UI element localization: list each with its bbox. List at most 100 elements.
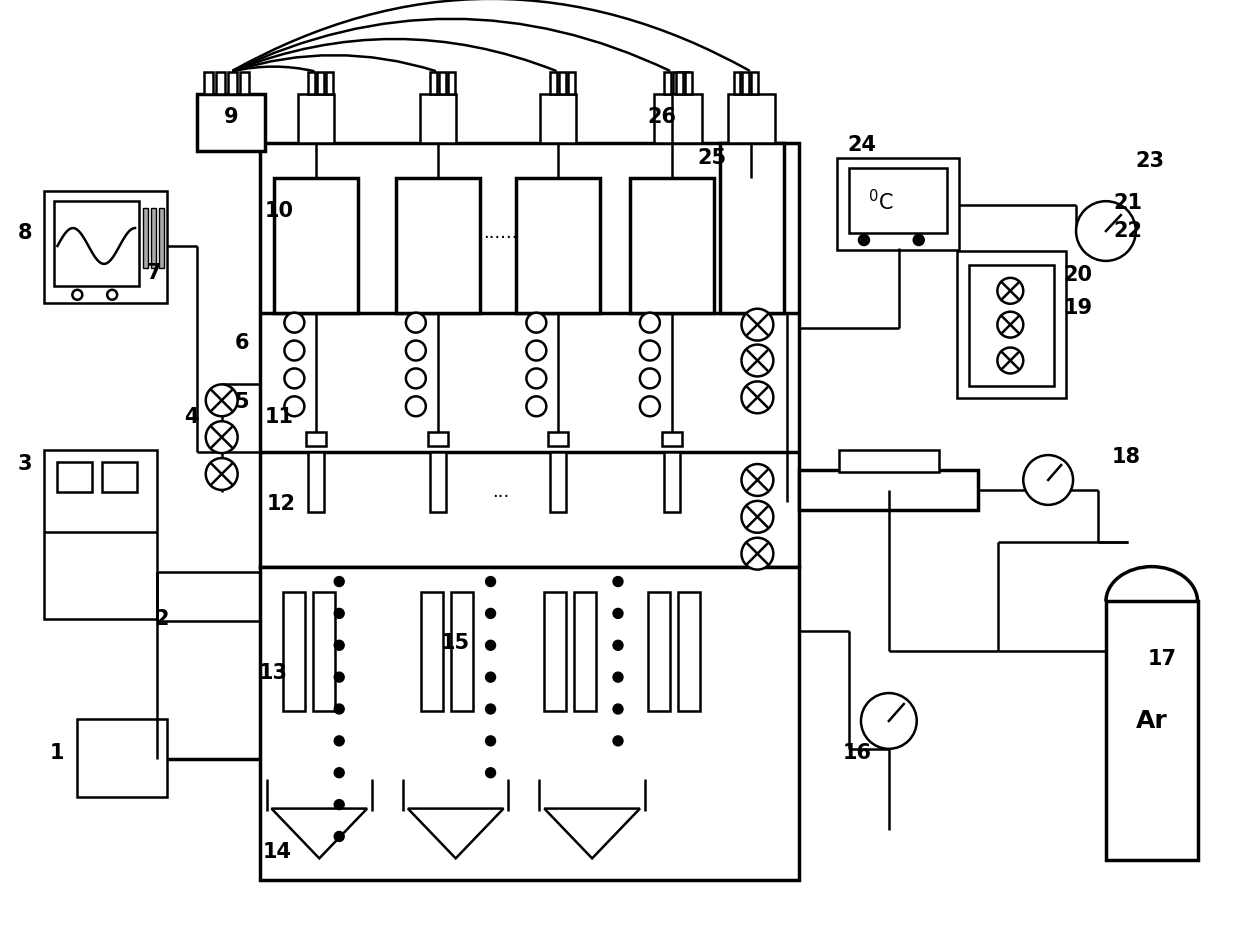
- Text: 19: 19: [1064, 297, 1092, 318]
- Circle shape: [335, 609, 345, 618]
- Text: 26: 26: [647, 107, 676, 126]
- Bar: [1106, 601, 1198, 860]
- Bar: [314, 592, 335, 711]
- Bar: [326, 72, 334, 93]
- Bar: [684, 72, 692, 93]
- Bar: [143, 208, 148, 268]
- Bar: [719, 143, 784, 312]
- Circle shape: [405, 396, 425, 416]
- Circle shape: [335, 704, 345, 714]
- Circle shape: [640, 312, 660, 332]
- Circle shape: [72, 290, 82, 300]
- Circle shape: [284, 312, 304, 332]
- Circle shape: [527, 396, 547, 416]
- Circle shape: [486, 767, 496, 778]
- Text: ......: ......: [484, 224, 518, 242]
- Bar: [653, 93, 689, 143]
- Bar: [676, 72, 683, 93]
- Bar: [663, 72, 671, 93]
- Text: 11: 11: [265, 407, 294, 428]
- Bar: [800, 470, 978, 510]
- Bar: [630, 178, 713, 312]
- Circle shape: [206, 458, 238, 490]
- Bar: [678, 592, 699, 711]
- Bar: [306, 432, 326, 447]
- Circle shape: [405, 341, 425, 361]
- Circle shape: [107, 290, 117, 300]
- Circle shape: [613, 672, 622, 683]
- Bar: [228, 72, 237, 93]
- Circle shape: [613, 704, 622, 714]
- Text: ...: ...: [492, 483, 510, 501]
- Text: 10: 10: [265, 201, 294, 221]
- Circle shape: [527, 368, 547, 388]
- Circle shape: [206, 384, 238, 416]
- Bar: [430, 452, 445, 512]
- Circle shape: [914, 235, 924, 245]
- Circle shape: [613, 577, 622, 586]
- Bar: [45, 192, 167, 303]
- Circle shape: [486, 672, 496, 683]
- Text: 1: 1: [50, 743, 64, 763]
- Circle shape: [335, 672, 345, 683]
- Circle shape: [997, 347, 1023, 374]
- Bar: [259, 566, 800, 880]
- Bar: [956, 251, 1066, 398]
- Circle shape: [335, 736, 345, 746]
- Text: Ar: Ar: [1136, 709, 1168, 733]
- Bar: [420, 93, 456, 143]
- Bar: [239, 72, 248, 93]
- Circle shape: [1076, 201, 1136, 261]
- Circle shape: [486, 577, 496, 586]
- Bar: [77, 719, 167, 797]
- Bar: [197, 93, 264, 151]
- Bar: [968, 265, 1054, 386]
- Bar: [259, 143, 800, 566]
- Bar: [837, 159, 959, 250]
- Bar: [57, 462, 92, 492]
- Circle shape: [613, 640, 622, 650]
- Circle shape: [486, 704, 496, 714]
- Bar: [544, 592, 567, 711]
- Bar: [420, 592, 443, 711]
- Circle shape: [335, 832, 345, 841]
- Bar: [551, 452, 567, 512]
- Circle shape: [335, 640, 345, 650]
- Circle shape: [640, 368, 660, 388]
- Circle shape: [613, 736, 622, 746]
- Circle shape: [335, 800, 345, 810]
- Bar: [317, 72, 325, 93]
- Circle shape: [335, 577, 345, 586]
- Bar: [55, 201, 139, 286]
- Text: 6: 6: [234, 332, 249, 352]
- Text: 20: 20: [1064, 265, 1092, 285]
- Circle shape: [527, 312, 547, 332]
- Circle shape: [997, 312, 1023, 338]
- Bar: [396, 178, 480, 312]
- Circle shape: [742, 464, 774, 496]
- Circle shape: [742, 309, 774, 341]
- Bar: [662, 432, 682, 447]
- Circle shape: [284, 341, 304, 361]
- Circle shape: [486, 736, 496, 746]
- Circle shape: [335, 767, 345, 778]
- Bar: [439, 72, 445, 93]
- Circle shape: [1023, 455, 1073, 505]
- Bar: [448, 72, 455, 93]
- Circle shape: [527, 341, 547, 361]
- Circle shape: [997, 278, 1023, 304]
- Circle shape: [742, 381, 774, 413]
- Text: 24: 24: [847, 135, 877, 156]
- Circle shape: [859, 235, 869, 245]
- Bar: [274, 178, 358, 312]
- Bar: [682, 72, 688, 93]
- Circle shape: [742, 501, 774, 532]
- Bar: [548, 432, 568, 447]
- Text: 16: 16: [842, 743, 872, 763]
- Bar: [299, 93, 335, 143]
- Circle shape: [284, 396, 304, 416]
- Circle shape: [742, 345, 774, 377]
- Circle shape: [640, 396, 660, 416]
- Circle shape: [742, 538, 774, 569]
- Bar: [734, 72, 740, 93]
